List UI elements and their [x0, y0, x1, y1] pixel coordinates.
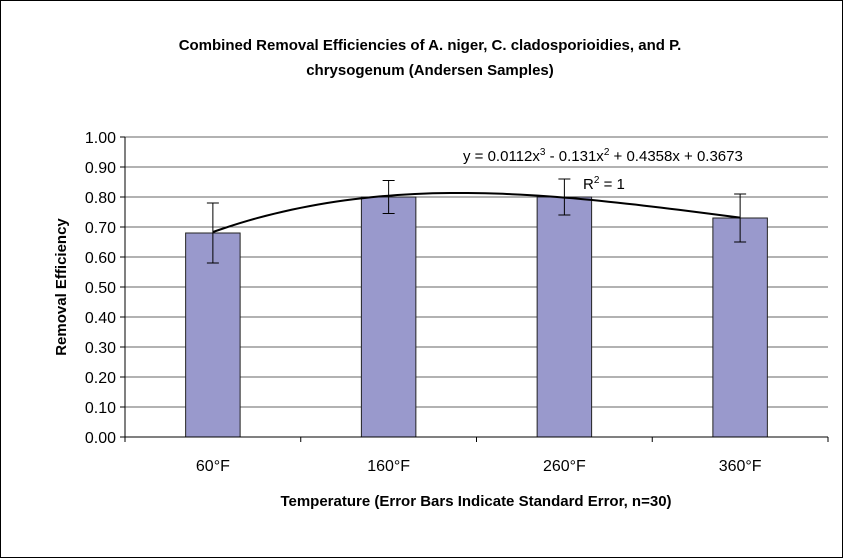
- trendline-equation: y = 0.0112x3 - 0.131x2 + 0.4358x + 0.367…: [463, 147, 743, 165]
- trendline-equation-part: y = 0.0112x: [463, 148, 540, 165]
- chart-title: Combined Removal Efficiencies of A. nige…: [179, 37, 682, 54]
- chart-title: chrysogenum (Andersen Samples): [306, 62, 554, 79]
- bar: [712, 217, 768, 438]
- trendline-r2-part: 2: [594, 175, 600, 186]
- trendline-equation-part: - 0.131x: [545, 148, 604, 165]
- y-tick-label: 0.90: [85, 160, 116, 177]
- y-tick-label: 0.70: [85, 220, 116, 237]
- trendline-equation-part: 3: [540, 147, 546, 158]
- trendline-equation-part: + 0.4358x + 0.3673: [609, 148, 742, 165]
- bar: [360, 196, 417, 438]
- x-tick-label: 260°F: [543, 458, 586, 475]
- trendline: [212, 192, 741, 233]
- y-axis-label: Removal Efficiency: [53, 218, 70, 356]
- y-tick-label: 0.40: [85, 310, 116, 327]
- x-tick-label: 160°F: [367, 458, 410, 475]
- x-axis-label: Temperature (Error Bars Indicate Standar…: [280, 493, 671, 510]
- bar: [536, 196, 593, 438]
- trendline-equation-part: 2: [604, 147, 610, 158]
- y-tick-label: 0.00: [85, 430, 116, 447]
- trendline-r2: R2 = 1: [583, 175, 625, 193]
- y-tick-label: 0.10: [85, 400, 116, 417]
- x-tick-label: 360°F: [719, 458, 762, 475]
- y-tick-label: 0.80: [85, 190, 116, 207]
- trendline-r2-part: R: [583, 176, 594, 193]
- trendline-r2-part: = 1: [599, 176, 624, 193]
- y-tick-label: 0.60: [85, 250, 116, 267]
- x-tick-label: 60°F: [196, 458, 230, 475]
- y-tick-label: 0.50: [85, 280, 116, 297]
- y-tick-label: 0.30: [85, 340, 116, 357]
- y-tick-label: 1.00: [85, 130, 116, 147]
- y-tick-label: 0.20: [85, 370, 116, 387]
- bar: [185, 232, 241, 438]
